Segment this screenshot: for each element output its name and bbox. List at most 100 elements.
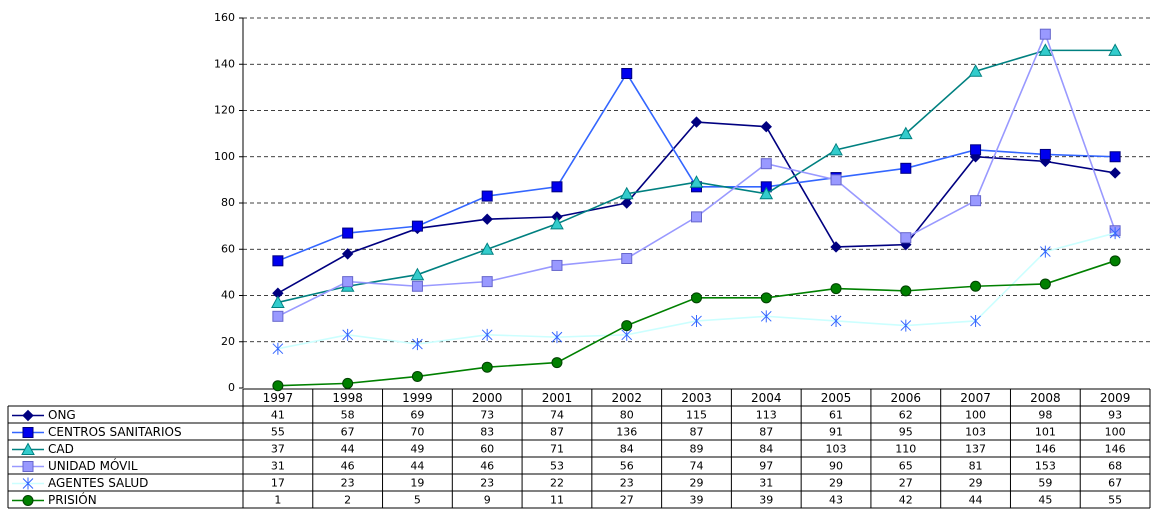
table-value: 46 [480, 460, 494, 473]
marker [271, 295, 285, 308]
marker [481, 276, 493, 288]
marker [621, 320, 633, 332]
marker [829, 142, 843, 156]
marker [830, 283, 842, 295]
table-value: 80 [620, 409, 634, 422]
marker [830, 241, 842, 253]
table-value: 39 [759, 494, 773, 507]
table-value: 97 [759, 460, 773, 473]
x-tick-label: 2005 [821, 391, 852, 405]
table-value: 43 [829, 494, 843, 507]
marker [481, 190, 493, 202]
marker [900, 232, 912, 244]
marker [22, 495, 34, 506]
table-value: 146 [1105, 443, 1126, 456]
marker [1039, 148, 1051, 160]
table-value: 87 [690, 426, 704, 439]
marker [690, 116, 703, 128]
legend-label: CENTROS SANITARIOS [48, 425, 182, 439]
marker [1109, 255, 1121, 267]
table-value: 22 [550, 477, 564, 490]
table-value: 84 [759, 443, 773, 456]
legend-label: CAD [48, 442, 74, 456]
table-value: 103 [965, 426, 986, 439]
table-value: 49 [410, 443, 424, 456]
table-value: 37 [271, 443, 285, 456]
table-value: 55 [1108, 494, 1122, 507]
marker [550, 216, 564, 230]
marker [272, 342, 284, 355]
marker [481, 361, 493, 373]
marker [342, 377, 354, 389]
marker [619, 186, 634, 200]
marker [898, 126, 913, 140]
table-value: 11 [550, 494, 564, 507]
marker [1039, 245, 1051, 258]
legend-label: ONG [48, 408, 76, 422]
table-value: 74 [690, 460, 704, 473]
marker [830, 174, 842, 186]
table-value: 146 [1035, 443, 1056, 456]
marker [691, 314, 702, 327]
table-value: 113 [756, 409, 777, 422]
table-value: 60 [480, 443, 494, 456]
x-tick-label: 2000 [472, 391, 503, 405]
marker [272, 255, 284, 267]
x-tick-label: 2003 [681, 391, 712, 405]
y-tick-label: 60 [221, 242, 235, 255]
table-value: 67 [1108, 477, 1122, 490]
legend-label: UNIDAD MÓVIL [48, 458, 138, 473]
legend-label: PRISIÓN [48, 492, 97, 507]
marker [970, 314, 981, 327]
table-value: 17 [271, 477, 285, 490]
x-tick-label: 1997 [263, 391, 294, 405]
table-value: 42 [899, 494, 913, 507]
y-tick-label: 140 [214, 57, 235, 70]
x-tick-label: 1998 [332, 391, 363, 405]
marker [412, 338, 423, 351]
marker [480, 242, 495, 255]
table-value: 44 [341, 443, 355, 456]
marker [830, 314, 842, 327]
table-value: 27 [899, 477, 913, 490]
marker [551, 331, 563, 344]
table-value: 1 [274, 494, 281, 507]
marker [900, 162, 912, 174]
table-value: 5 [414, 494, 421, 507]
y-tick-label: 20 [221, 335, 235, 348]
marker [411, 220, 423, 232]
table-value: 27 [620, 494, 634, 507]
marker [689, 175, 704, 188]
table-value: 95 [899, 426, 913, 439]
table-value: 62 [899, 409, 913, 422]
marker [342, 276, 354, 288]
y-tick-label: 160 [214, 11, 235, 24]
marker [970, 280, 982, 292]
table-value: 31 [271, 460, 285, 473]
marker [691, 292, 702, 304]
table-value: 46 [341, 460, 355, 473]
marker [22, 461, 34, 472]
marker [22, 427, 34, 438]
table-value: 29 [829, 477, 843, 490]
marker [621, 197, 633, 209]
marker [691, 211, 702, 223]
table-value: 23 [480, 477, 494, 490]
table-value: 100 [965, 409, 986, 422]
x-tick-label: 2006 [891, 391, 922, 405]
marker [1038, 43, 1053, 56]
marker [759, 186, 774, 200]
table-value: 68 [1108, 460, 1122, 473]
marker [1039, 278, 1051, 290]
table-value: 69 [410, 409, 424, 422]
x-tick-label: 2001 [542, 391, 573, 405]
table-value: 44 [969, 494, 983, 507]
marker [22, 477, 34, 490]
table-value: 23 [620, 477, 634, 490]
table-value: 9 [484, 494, 491, 507]
table-value: 53 [550, 460, 564, 473]
table-value: 103 [826, 443, 847, 456]
marker [760, 120, 772, 133]
marker [272, 380, 284, 392]
